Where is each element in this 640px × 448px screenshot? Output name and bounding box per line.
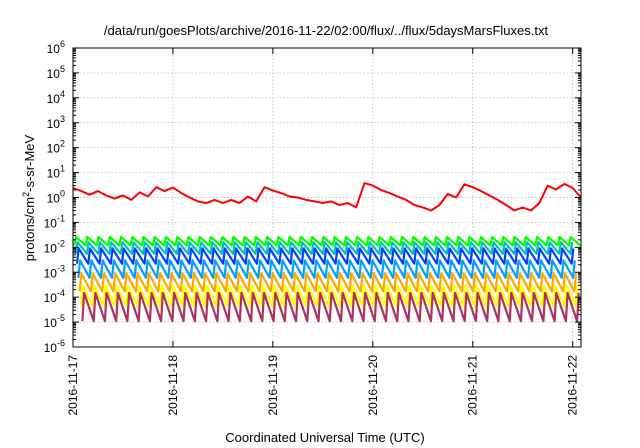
y-tick-base: 10 [47, 142, 61, 156]
y-tick-label: 10-3 [44, 263, 65, 280]
series-line [73, 235, 582, 247]
y-tick-base: 10 [47, 167, 61, 181]
y-tick-exp: 2 [60, 139, 65, 149]
y-axis-label-post: -s-sr-MeV [22, 134, 37, 191]
y-tick-label: 10-4 [44, 288, 65, 305]
y-tick-exp: 4 [60, 89, 65, 99]
y-tick-exp: 6 [60, 39, 65, 49]
y-tick-base: 10 [44, 216, 58, 230]
y-tick-exp: -5 [57, 313, 65, 323]
y-tick-label: 102 [47, 139, 65, 156]
y-tick-base: 10 [47, 42, 61, 56]
y-tick-exp: -2 [57, 238, 65, 248]
y-tick-exp: -1 [57, 213, 65, 223]
x-tick-label: 2016-11-20 [366, 355, 380, 416]
y-tick-label: 10-2 [44, 238, 65, 255]
series-group [72, 182, 582, 323]
series-line [72, 182, 582, 212]
y-tick-base: 10 [44, 266, 58, 280]
series-line [75, 247, 575, 265]
y-tick-label: 103 [47, 114, 65, 131]
x-tick-label: 2016-11-21 [466, 355, 480, 416]
y-tick-label: 104 [47, 89, 65, 106]
y-tick-base: 10 [47, 117, 61, 131]
y-tick-label: 10-6 [44, 338, 65, 355]
x-axis: 2016-11-17 2016-11-18 2016-11-19 2016-11-20… [66, 48, 580, 416]
y-tick-base: 10 [44, 341, 58, 355]
y-axis: 10-610-510-410-310-210-11001011021031041… [44, 39, 581, 355]
y-tick-exp: 0 [60, 189, 65, 199]
y-tick-base: 10 [47, 192, 61, 206]
y-tick-base: 10 [47, 92, 61, 106]
y-tick-base: 10 [44, 241, 58, 255]
y-tick-exp: -4 [57, 288, 65, 298]
y-tick-exp: 3 [60, 114, 65, 124]
y-tick-label: 105 [47, 64, 65, 81]
y-tick-exp: -6 [57, 338, 65, 348]
y-tick-label: 10-1 [44, 213, 65, 230]
y-axis-label: protons/cm2-s-sr-MeV [21, 134, 37, 261]
y-axis-label-pre: protons/cm [22, 197, 37, 261]
y-tick-label: 100 [47, 189, 65, 206]
x-tick-label: 2016-11-19 [266, 355, 280, 416]
x-axis-label: Coordinated Universal Time (UTC) [225, 430, 424, 445]
series-line [80, 284, 579, 307]
y-tick-base: 10 [47, 67, 61, 81]
y-tick-label: 10-5 [44, 313, 65, 330]
series-line [77, 259, 576, 279]
y-tick-exp: 5 [60, 64, 65, 74]
y-tick-base: 10 [44, 316, 58, 330]
y-tick-label: 101 [47, 164, 65, 181]
series-line [74, 241, 574, 255]
y-tick-base: 10 [44, 291, 58, 305]
x-tick-label: 2016-11-17 [66, 355, 80, 416]
chart-title: /data/run/goesPlots/archive/2016-11-22/0… [104, 23, 549, 38]
x-tick-label: 2016-11-22 [566, 355, 580, 416]
y-tick-exp: 1 [60, 164, 65, 174]
x-tick-label: 2016-11-18 [166, 355, 180, 416]
series-line [81, 291, 580, 323]
y-tick-label: 106 [47, 39, 65, 56]
series-line [78, 272, 578, 293]
y-tick-exp: -3 [57, 263, 65, 273]
y-axis-label-sup: 2 [21, 192, 31, 197]
